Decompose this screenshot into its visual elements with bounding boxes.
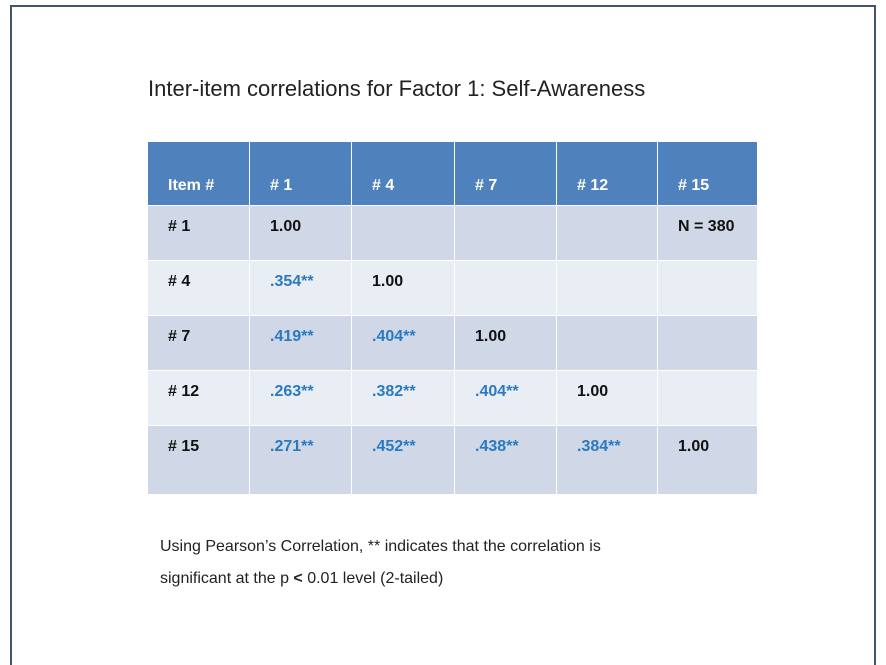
- table-cell: .354**: [250, 260, 352, 315]
- table-cell: .271**: [250, 425, 352, 494]
- table-cell: .438**: [455, 425, 557, 494]
- slide-title: Inter-item correlations for Factor 1: Se…: [148, 76, 646, 101]
- table-cell: .384**: [557, 425, 658, 494]
- header-cell: Item #: [148, 142, 250, 205]
- table-cell: [658, 260, 758, 315]
- table-cell: [352, 205, 455, 260]
- row-label: # 1: [148, 205, 250, 260]
- table-cell: .419**: [250, 315, 352, 370]
- header-cell: # 7: [455, 142, 557, 205]
- table-cell: 1.00: [250, 205, 352, 260]
- header-cell: # 1: [250, 142, 352, 205]
- header-cell: # 4: [352, 142, 455, 205]
- footnote-symbol: <: [293, 570, 303, 587]
- table-cell: .263**: [250, 370, 352, 425]
- table-cell: .404**: [455, 370, 557, 425]
- slide-frame: [10, 5, 876, 665]
- header-cell: # 12: [557, 142, 658, 205]
- table-cell: N = 380: [658, 205, 758, 260]
- table-cell: [658, 370, 758, 425]
- correlation-table: Item # # 1 # 4 # 7 # 12 # 15 # 1 1.00 N = 380 # 4…: [148, 142, 758, 494]
- header-cell: # 15: [658, 142, 758, 205]
- table-cell: [557, 315, 658, 370]
- table-cell: 1.00: [557, 370, 658, 425]
- table-cell: [455, 205, 557, 260]
- footnote-text: 0.01 level (2-tailed): [302, 570, 444, 587]
- table-cell: [557, 205, 658, 260]
- table-cell: 1.00: [352, 260, 455, 315]
- row-label: # 4: [148, 260, 250, 315]
- row-label: # 15: [148, 425, 250, 494]
- table-cell: .452**: [352, 425, 455, 494]
- table-cell: [455, 260, 557, 315]
- table-cell: [658, 315, 758, 370]
- footnote-text: significant at the p: [160, 570, 294, 587]
- row-label: # 12: [148, 370, 250, 425]
- table-cell: 1.00: [658, 425, 758, 494]
- footnote-line: significant at the p < 0.01 level (2-tai…: [160, 570, 443, 588]
- row-label: # 7: [148, 315, 250, 370]
- table-cell: .404**: [352, 315, 455, 370]
- table-cell: [557, 260, 658, 315]
- table-cell: .382**: [352, 370, 455, 425]
- table-cell: 1.00: [455, 315, 557, 370]
- footnote-line: Using Pearson’s Correlation, ** indicate…: [160, 538, 601, 555]
